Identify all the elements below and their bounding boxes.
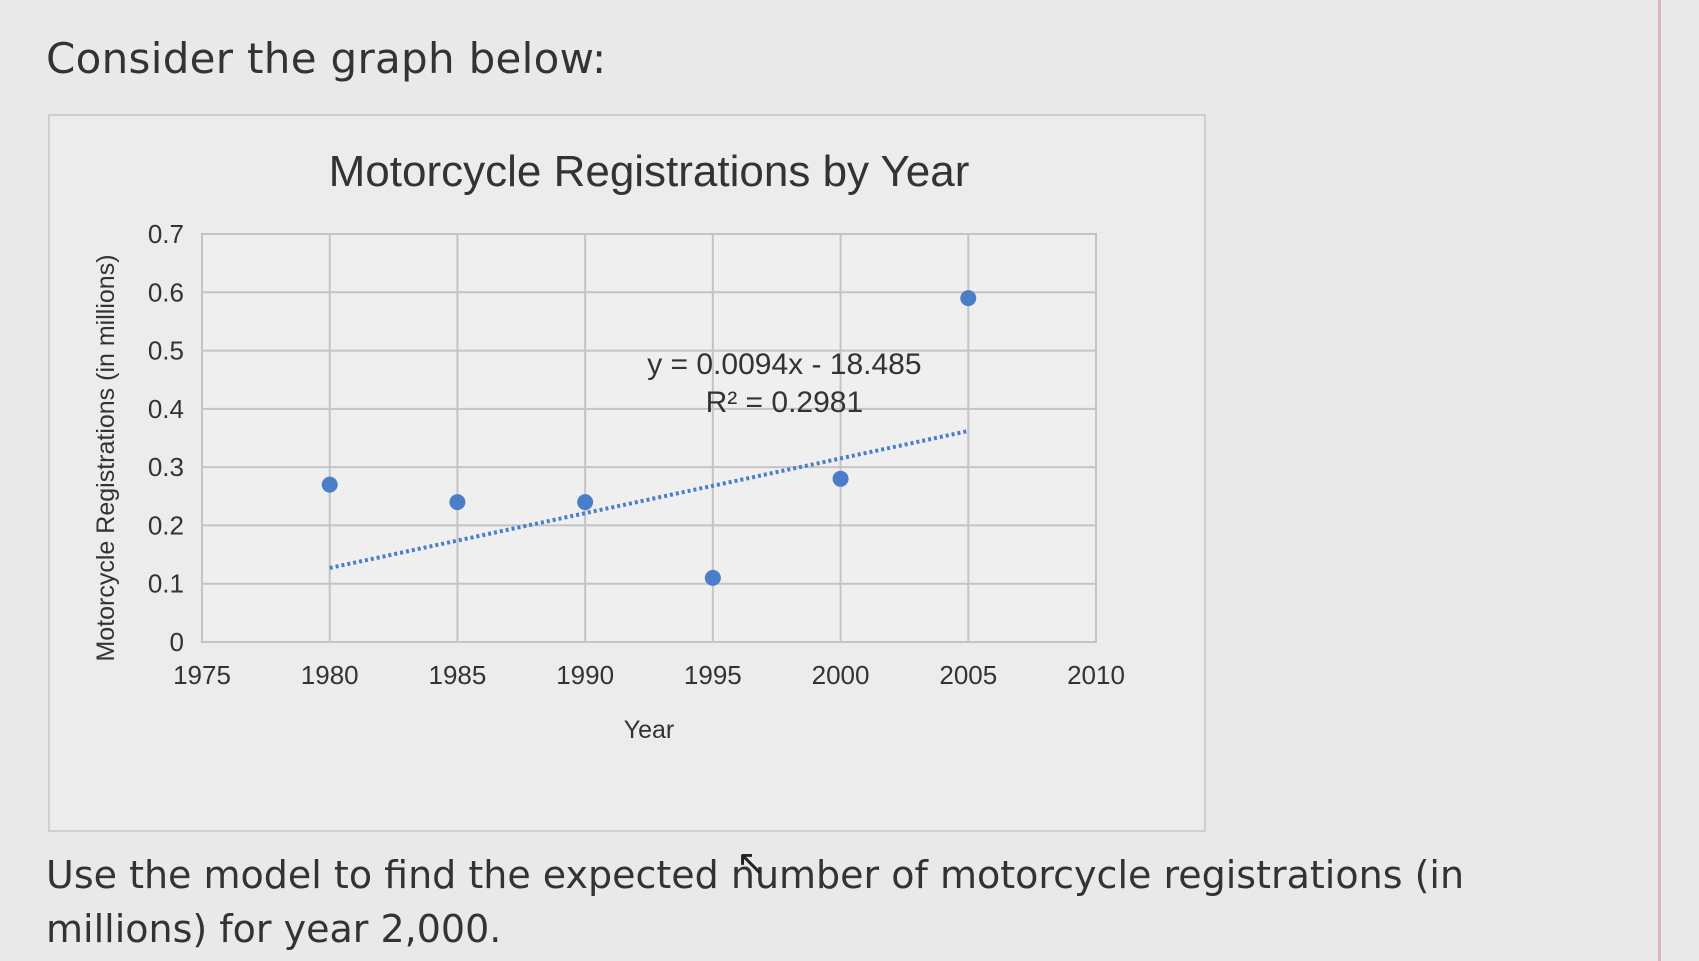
y-tick-label: 0.4: [148, 394, 184, 424]
x-tick-label: 1980: [301, 660, 359, 690]
data-point: [832, 470, 849, 487]
x-tick-label: 1975: [173, 660, 231, 690]
prompt-text: Consider the graph below:: [46, 34, 607, 83]
y-tick-label: 0.6: [148, 277, 184, 307]
data-point: [449, 494, 466, 511]
chart-ticks: 1975 1980 1985 1990 1995 2000 2005 2010 0 0.1 0.2 0…: [148, 219, 1125, 690]
x-tick-label: 2010: [1067, 660, 1125, 690]
data-point: [960, 290, 977, 307]
data-points: [321, 290, 977, 586]
scatter-chart: Motorcycle Registrations by Year 1975 198…: [92, 147, 1125, 744]
chart-title: Motorcycle Registrations by Year: [329, 147, 970, 196]
screen-edge: [1658, 0, 1661, 961]
x-tick-label: 2005: [939, 660, 997, 690]
y-tick-label: 0.1: [148, 569, 184, 599]
question-text: Use the model to find the expected numbe…: [46, 853, 1465, 951]
data-point: [704, 569, 721, 586]
trendline-group: [329, 429, 969, 570]
chart-grid: [201, 233, 1097, 643]
trendline: [329, 429, 969, 570]
y-tick-label: 0.7: [148, 219, 184, 249]
trendline-r-squared: R² = 0.2981: [706, 386, 864, 419]
mouse-cursor-icon: ↖: [736, 843, 767, 884]
x-tick-label: 1995: [684, 660, 742, 690]
data-point: [321, 476, 338, 493]
y-tick-label: 0.5: [148, 336, 184, 366]
y-tick-label: 0.2: [148, 510, 184, 540]
data-point: [577, 494, 594, 511]
x-tick-label: 2000: [812, 660, 870, 690]
x-tick-label: 1985: [429, 660, 487, 690]
y-axis-label: Motorcycle Registrations (in millions): [92, 254, 120, 661]
y-tick-label: 0.3: [148, 452, 184, 482]
plot-area: [201, 233, 1097, 643]
trendline-equation: y = 0.0094x - 18.485: [647, 348, 921, 381]
y-tick-label: 0: [170, 627, 184, 657]
chart-figure: Motorcycle Registrations by Year 1975 198…: [48, 114, 1206, 832]
x-axis-label: Year: [624, 716, 675, 744]
x-tick-label: 1990: [556, 660, 614, 690]
